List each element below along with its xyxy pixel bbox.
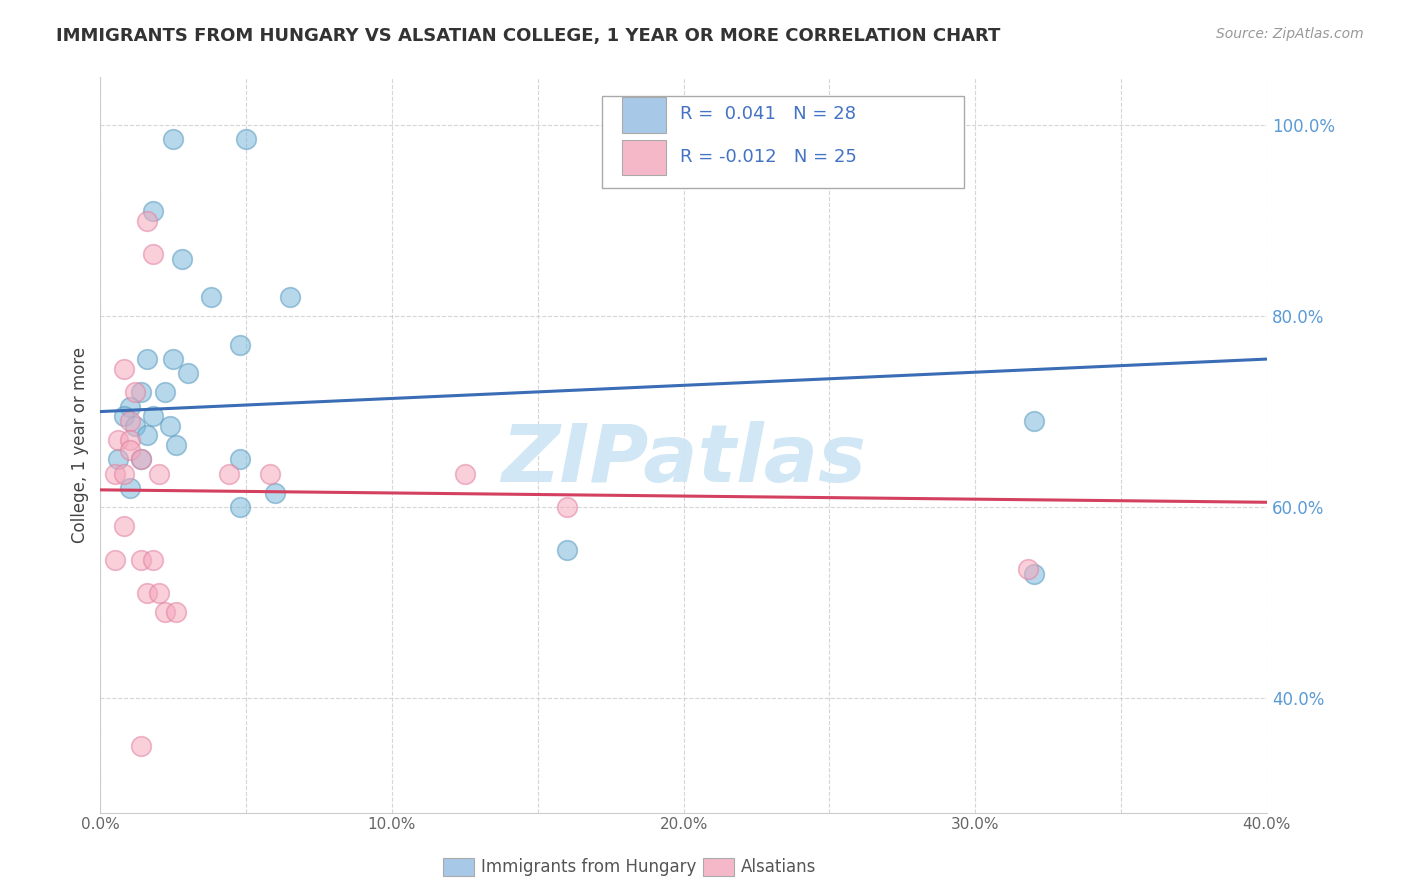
Point xyxy=(200,290,222,304)
Text: ZIPatlas: ZIPatlas xyxy=(501,421,866,499)
Point xyxy=(1022,566,1045,581)
Point xyxy=(118,434,141,448)
FancyBboxPatch shape xyxy=(621,140,666,175)
Text: IMMIGRANTS FROM HUNGARY VS ALSATIAN COLLEGE, 1 YEAR OR MORE CORRELATION CHART: IMMIGRANTS FROM HUNGARY VS ALSATIAN COLL… xyxy=(56,27,1001,45)
Point xyxy=(124,385,146,400)
Point xyxy=(229,452,252,467)
Point xyxy=(104,552,127,566)
Point xyxy=(278,290,301,304)
Point xyxy=(218,467,240,481)
Text: Source: ZipAtlas.com: Source: ZipAtlas.com xyxy=(1216,27,1364,41)
Point xyxy=(555,500,578,514)
Point xyxy=(1017,562,1039,576)
Point xyxy=(104,467,127,481)
Point xyxy=(142,409,165,424)
Point xyxy=(148,586,170,600)
Point xyxy=(129,452,152,467)
Point xyxy=(118,400,141,414)
Point xyxy=(1022,414,1045,428)
Point xyxy=(142,204,165,219)
Point xyxy=(148,467,170,481)
Text: R =  0.041   N = 28: R = 0.041 N = 28 xyxy=(681,105,856,123)
Point xyxy=(159,418,181,433)
Point xyxy=(177,367,200,381)
Point xyxy=(170,252,193,266)
Point xyxy=(153,385,176,400)
Point xyxy=(162,352,184,367)
Point xyxy=(112,409,135,424)
Point xyxy=(129,385,152,400)
Point xyxy=(107,452,129,467)
Point xyxy=(229,337,252,351)
Point xyxy=(118,414,141,428)
Point xyxy=(124,418,146,433)
Point xyxy=(153,605,176,619)
Point xyxy=(235,132,257,146)
Text: R = -0.012   N = 25: R = -0.012 N = 25 xyxy=(681,148,858,166)
Point xyxy=(142,247,165,261)
Point xyxy=(264,485,287,500)
Point xyxy=(107,434,129,448)
Point xyxy=(136,586,159,600)
Point xyxy=(118,442,141,457)
Point xyxy=(454,467,477,481)
Point xyxy=(136,352,159,367)
Point xyxy=(142,552,165,566)
FancyBboxPatch shape xyxy=(621,97,666,133)
Point xyxy=(112,519,135,533)
Text: Alsatians: Alsatians xyxy=(741,858,817,876)
Text: Immigrants from Hungary: Immigrants from Hungary xyxy=(481,858,696,876)
Point xyxy=(259,467,281,481)
Point xyxy=(555,543,578,558)
Point xyxy=(136,213,159,227)
Point xyxy=(112,361,135,376)
Point xyxy=(129,739,152,753)
Point xyxy=(165,605,187,619)
FancyBboxPatch shape xyxy=(602,95,963,187)
Point xyxy=(165,438,187,452)
Point xyxy=(112,467,135,481)
Point xyxy=(229,500,252,514)
Point xyxy=(136,428,159,442)
Point xyxy=(162,132,184,146)
Point xyxy=(129,552,152,566)
Point xyxy=(118,481,141,495)
Point xyxy=(129,452,152,467)
Y-axis label: College, 1 year or more: College, 1 year or more xyxy=(72,347,89,543)
